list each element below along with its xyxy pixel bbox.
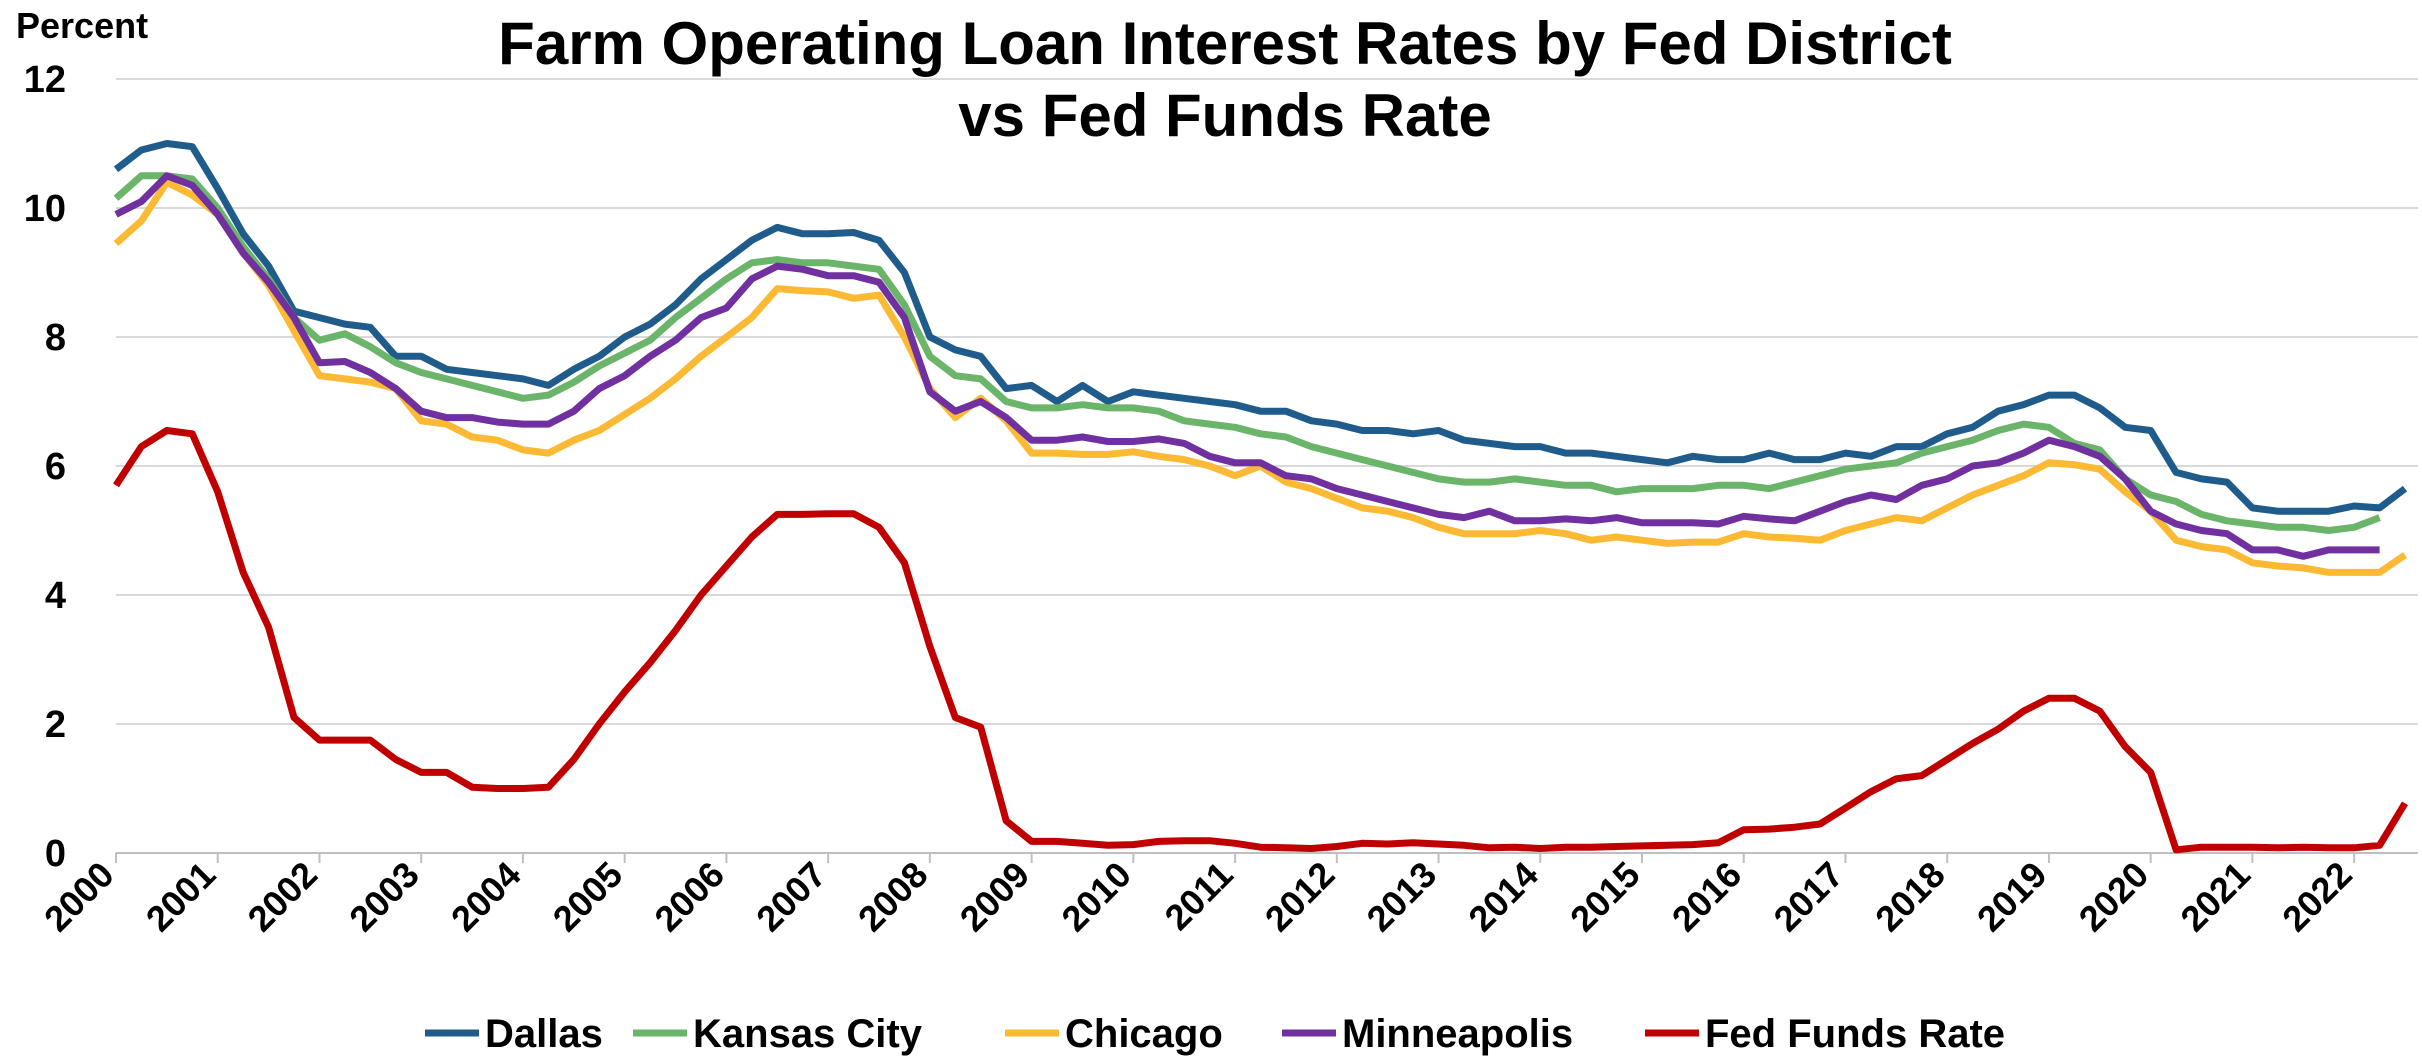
x-tick-label: 2012: [1257, 854, 1343, 940]
series-line: [114, 172, 2380, 560]
series-line: [113, 172, 2381, 534]
y-axis-label: Percent: [16, 5, 148, 46]
x-tick-label: 2018: [1867, 854, 1953, 940]
legend-label: Fed Funds Rate: [1705, 1012, 2005, 1056]
series-line: [113, 427, 2408, 854]
x-tick-label: 2006: [646, 854, 732, 940]
x-tick-label: 2002: [239, 854, 325, 940]
series-line: [113, 140, 2408, 515]
x-tick-label: 2010: [1053, 854, 1139, 940]
y-tick-label: 8: [45, 317, 66, 359]
series-line: [113, 178, 2407, 576]
x-tick-label: 2003: [341, 854, 427, 940]
x-tick-label: 2015: [1562, 854, 1648, 940]
x-tick-label: 2005: [545, 854, 631, 940]
x-tick-label: 2019: [1969, 854, 2055, 940]
legend-label: Minneapolis: [1342, 1012, 1573, 1056]
x-tick-label: 2014: [1460, 854, 1546, 940]
chart-title: Farm Operating Loan Interest Rates by Fe…: [498, 10, 1952, 77]
chart-subtitle: vs Fed Funds Rate: [958, 82, 1491, 149]
x-tick-label: 2013: [1359, 854, 1445, 940]
x-tick-label: 2022: [2274, 854, 2360, 940]
x-tick-label: 2021: [2172, 854, 2258, 940]
x-tick-label: 2020: [2071, 854, 2157, 940]
x-tick-label: 2007: [748, 854, 834, 940]
y-tick-label: 4: [45, 575, 66, 617]
y-tick-label: 6: [45, 446, 66, 488]
x-tick-label: 2016: [1664, 854, 1750, 940]
x-tick-label: 2008: [850, 854, 936, 940]
x-tick-label: 2004: [443, 854, 529, 940]
y-tick-label: 10: [24, 188, 66, 230]
x-tick-label: 2001: [138, 854, 224, 940]
legend-label: Dallas: [485, 1012, 603, 1056]
y-tick-label: 2: [45, 704, 66, 746]
y-tick-label: 12: [24, 59, 66, 101]
x-tick-label: 2017: [1765, 854, 1851, 940]
legend-label: Chicago: [1065, 1012, 1223, 1056]
y-tick-label: 0: [45, 833, 66, 875]
x-tick-label: 2009: [952, 854, 1038, 940]
x-tick-label: 2011: [1157, 854, 1241, 938]
legend-label: Kansas City: [693, 1012, 923, 1056]
